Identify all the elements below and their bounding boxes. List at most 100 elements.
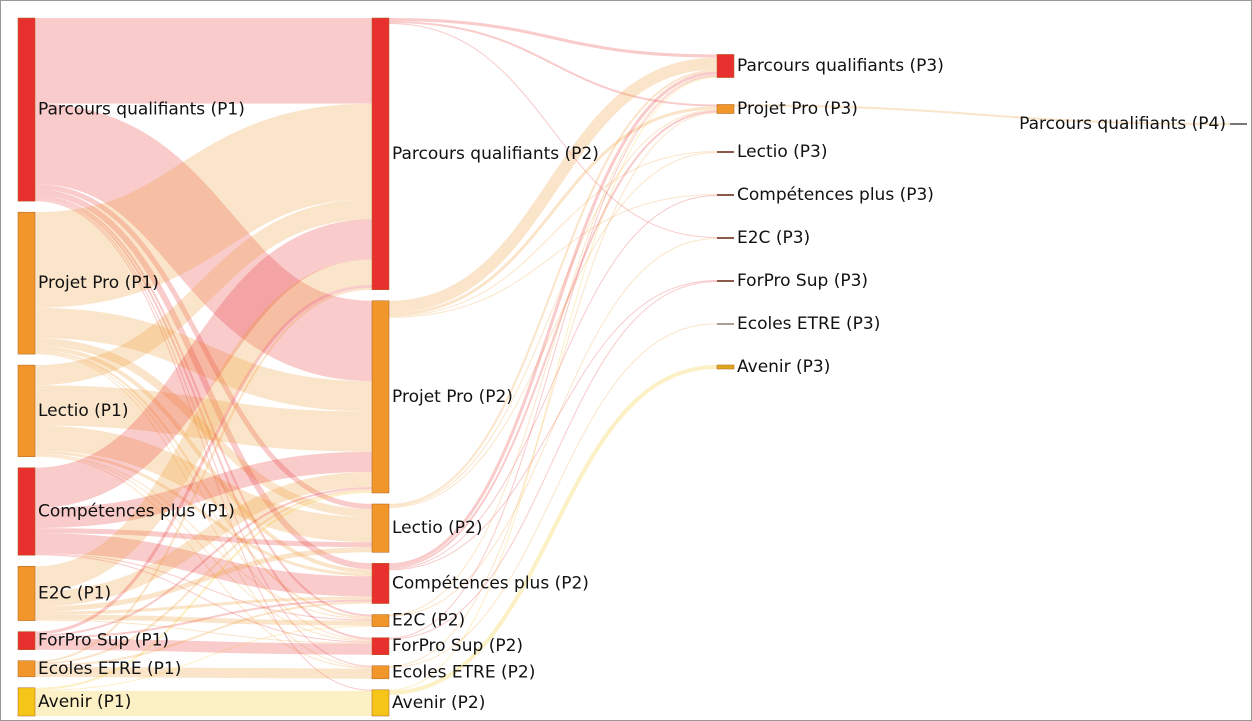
- node-label: Avenir (P2): [392, 693, 485, 713]
- link: [388, 112, 718, 667]
- link: [388, 364, 718, 695]
- link: [388, 109, 718, 508]
- link: [34, 599, 373, 639]
- node: [717, 150, 734, 154]
- link: [34, 614, 373, 626]
- link: [34, 346, 373, 574]
- node-label: Parcours qualifiants (P3): [737, 56, 944, 76]
- node: [371, 614, 390, 627]
- link: [388, 280, 718, 640]
- node: [716, 54, 735, 78]
- link: [34, 353, 373, 668]
- link: [34, 103, 373, 308]
- link: [34, 184, 373, 510]
- node-label: Parcours qualifiants (P1): [38, 100, 245, 120]
- node: [717, 193, 734, 197]
- link: [388, 237, 718, 617]
- link: [388, 193, 718, 318]
- link: [388, 323, 718, 668]
- node: [371, 503, 390, 553]
- link: [34, 488, 373, 665]
- link: [388, 279, 718, 571]
- node-label: ForPro Sup (P2): [392, 636, 523, 656]
- link: [34, 625, 373, 691]
- link: [34, 307, 373, 412]
- node-label: Parcours qualifiants (P2): [392, 144, 599, 164]
- link: [388, 71, 718, 567]
- link: [34, 284, 373, 635]
- node-label: Avenir (P1): [38, 692, 131, 712]
- node: [371, 17, 390, 291]
- link: [388, 21, 718, 107]
- node-label: Ecoles ETRE (P1): [38, 659, 181, 679]
- node: [17, 467, 36, 556]
- node: [17, 211, 36, 355]
- link: [34, 471, 373, 607]
- link: [733, 104, 1231, 126]
- link: [388, 110, 718, 569]
- link: [34, 596, 373, 615]
- link: [33, 103, 374, 382]
- node-label: E2C (P1): [38, 583, 111, 603]
- node: [716, 364, 735, 370]
- link: [34, 601, 373, 667]
- link: [34, 197, 373, 640]
- node: [717, 236, 734, 240]
- link: [34, 450, 373, 577]
- link: [34, 219, 373, 508]
- node-label: Avenir (P3): [737, 357, 830, 377]
- link: [388, 57, 718, 313]
- node: [371, 637, 390, 655]
- node-label: Ecoles ETRE (P2): [392, 662, 535, 682]
- node-label: E2C (P2): [392, 611, 465, 631]
- node-label: Projet Pro (P1): [38, 273, 159, 293]
- nodes: Parcours qualifiants (P1) Projet Pro (P1)…: [17, 17, 1247, 717]
- node: [371, 563, 390, 604]
- node: [717, 279, 734, 283]
- node-label: Parcours qualifiants (P4): [1019, 114, 1226, 134]
- link: [34, 199, 373, 386]
- node: [371, 300, 390, 494]
- links: [33, 17, 1231, 717]
- node: [716, 104, 735, 114]
- node: [17, 565, 36, 621]
- node-label: Compétences plus (P1): [38, 501, 235, 521]
- link: [388, 75, 718, 639]
- link: [388, 76, 718, 691]
- link: [388, 23, 718, 239]
- node-label: Projet Pro (P3): [737, 99, 858, 119]
- link: [34, 425, 373, 543]
- link: [388, 150, 718, 317]
- node: [17, 364, 36, 457]
- link: [34, 490, 373, 690]
- link: [34, 554, 373, 643]
- link: [388, 69, 718, 507]
- node-label: Compétences plus (P3): [737, 185, 934, 205]
- link: [34, 199, 373, 667]
- link: [34, 553, 373, 621]
- node-label: ForPro Sup (P1): [38, 631, 169, 651]
- node: [371, 665, 390, 680]
- link: [388, 194, 718, 570]
- node: [371, 689, 390, 717]
- link: [34, 454, 373, 642]
- node-label: Lectio (P1): [38, 401, 129, 421]
- link: [34, 528, 373, 548]
- link: [34, 533, 373, 597]
- node: [17, 631, 36, 650]
- node: [17, 687, 36, 717]
- link: [34, 195, 373, 617]
- link: [34, 287, 373, 663]
- link: [34, 385, 373, 452]
- link: [34, 666, 373, 679]
- node-label: Lectio (P2): [392, 518, 483, 538]
- node: [717, 323, 734, 325]
- node: [1230, 122, 1247, 126]
- link: [34, 189, 373, 570]
- node: [17, 660, 36, 678]
- node-label: Projet Pro (P2): [392, 387, 513, 407]
- node-label: Compétences plus (P2): [392, 573, 589, 593]
- link: [34, 200, 373, 691]
